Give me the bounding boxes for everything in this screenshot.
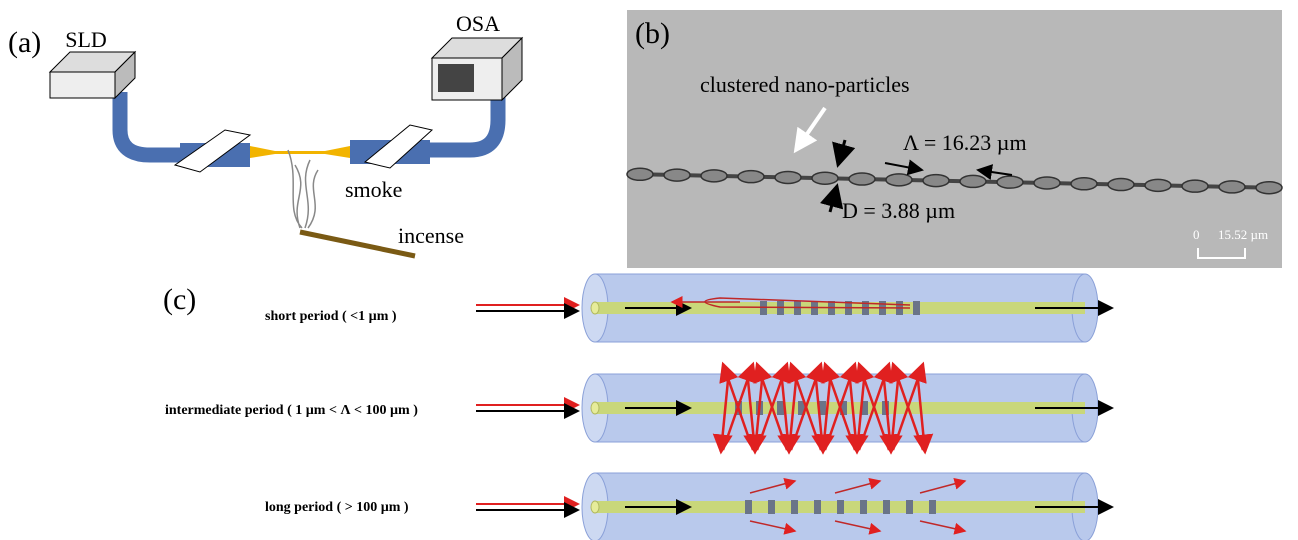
period-label: Λ = 16.23 µm [903,130,1027,155]
bead [849,173,875,185]
grating [791,500,798,514]
scale-label: 0 [1193,227,1200,242]
core-end [591,501,599,513]
panel-label: (c) [163,283,196,316]
bead [664,169,690,181]
bead [960,175,986,187]
panel-label: (a) [8,26,41,59]
grating [860,500,867,514]
device-label: SLD [65,27,107,52]
bead [1034,177,1060,189]
bead [886,174,912,186]
screen [438,64,474,92]
bead [1182,180,1208,192]
diameter-label: D = 3.88 µm [842,198,955,223]
fiber-model [476,473,1112,540]
incense-label: incense [398,223,464,248]
bead [775,171,801,183]
device-label: OSA [456,11,500,36]
bead [1071,178,1097,190]
bead [738,171,764,183]
bead [812,172,838,184]
annotation: clustered nano-particles [700,72,910,97]
bead [997,176,1023,188]
bead [1108,179,1134,191]
grating [768,500,775,514]
panel-b: (b) clustered nano-particles Λ = 16.23 µ… [627,10,1282,268]
row-label: long period ( > 100 µm ) [265,500,409,515]
smoke-label: smoke [345,177,402,202]
panel-a: (a) SLD OSA smoke incense [8,11,522,256]
bead [1145,179,1171,191]
grating [837,500,844,514]
fiber-model [476,274,1112,342]
grating [777,401,784,415]
bead [1219,181,1245,193]
fiber-model [476,364,1112,452]
core-end [591,302,599,314]
grating [929,500,936,514]
fiber [120,92,180,155]
grating [760,301,767,315]
row-label: intermediate period ( 1 µm < Λ < 100 µm … [165,403,418,418]
fiber [430,96,498,150]
scale-label: 15.52 µm [1218,227,1268,242]
bead [1256,182,1282,194]
figure: (a) SLD OSA smoke incense (b) clustered … [0,0,1298,540]
panel-label: (b) [635,17,670,50]
grating [814,500,821,514]
grating [913,301,920,315]
grating [883,500,890,514]
core-end [591,402,599,414]
grating [745,500,752,514]
grating [906,500,913,514]
taper [250,146,350,158]
panel-c: (c) short period ( <1 µm ) intermediate … [163,274,1112,540]
smoke [288,150,318,228]
bead [923,175,949,187]
bead [627,168,653,180]
bead [701,170,727,182]
row-label: short period ( <1 µm ) [265,309,397,324]
device [50,72,115,98]
